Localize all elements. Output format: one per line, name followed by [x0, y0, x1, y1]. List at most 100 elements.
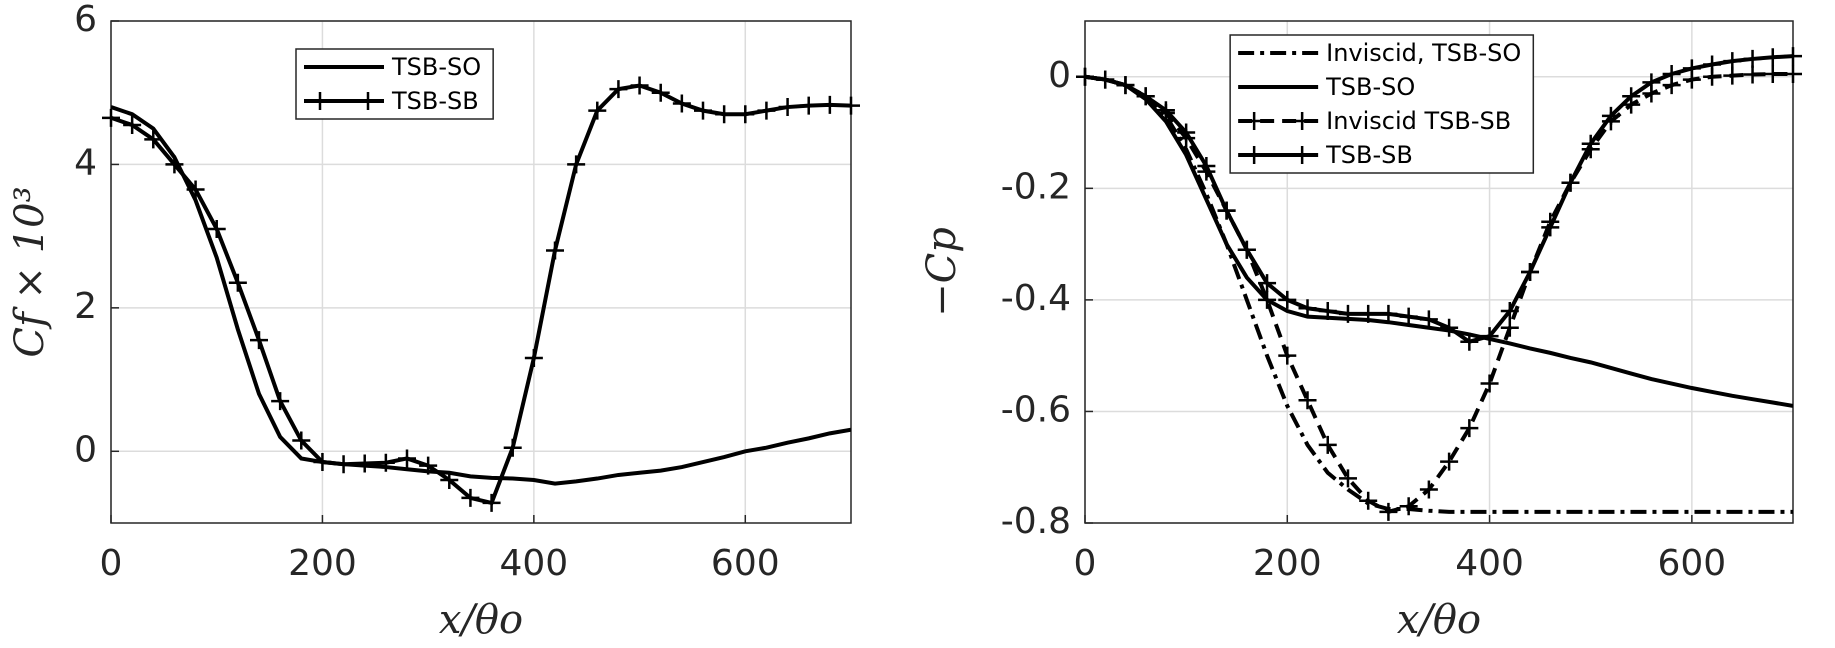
- data-marker: [207, 219, 226, 238]
- data-marker: [546, 241, 564, 260]
- x-tick-label: 0: [100, 543, 123, 584]
- data-marker: [1743, 65, 1762, 84]
- data-marker: [123, 115, 142, 134]
- data-marker: [1480, 327, 1499, 346]
- data-marker: [524, 349, 543, 368]
- data-marker: [1096, 70, 1115, 89]
- y-tick-label: -0.8: [1001, 501, 1071, 542]
- data-marker: [1784, 64, 1802, 83]
- data-marker: [482, 493, 501, 512]
- y-tick-label: -0.6: [1001, 389, 1071, 430]
- data-marker: [1338, 469, 1357, 488]
- x-tick-label: 200: [288, 543, 357, 584]
- data-line: [1085, 74, 1793, 514]
- legend-marker: [1245, 146, 1264, 164]
- x-tick-label: 0: [1074, 543, 1097, 584]
- data-marker: [250, 331, 268, 350]
- data-marker: [1136, 87, 1155, 106]
- data-marker: [842, 96, 860, 115]
- data-marker: [1278, 290, 1297, 309]
- data-marker: [694, 101, 712, 120]
- data-line: [1085, 74, 1793, 408]
- data-marker: [1440, 318, 1459, 337]
- y-tick-label: -0.2: [1001, 166, 1071, 207]
- data-marker: [1500, 318, 1519, 337]
- plot: 0 200 400 600 0 2 4 6 x/θo Cf × 10³ TSB-SO TSB-SB: [7, 0, 860, 643]
- plot-frame: [1084, 20, 1794, 524]
- data-marker: [1642, 73, 1661, 92]
- x-tick-label: 600: [1657, 543, 1726, 584]
- data-marker: [1763, 48, 1782, 67]
- y-tick-label: 6: [74, 0, 97, 40]
- data-marker: [228, 273, 247, 292]
- data-marker: [778, 98, 797, 117]
- plot: 0 200 400 600 -0.8 -0.6 -0.4 -0.2 0 x/θo −Cp Invisc…: [919, 20, 1802, 643]
- data-line: [111, 105, 851, 486]
- data-marker: [1399, 497, 1418, 516]
- data-marker: [588, 101, 607, 120]
- data-marker: [1460, 419, 1479, 438]
- legend-marker: [1293, 146, 1312, 164]
- data-marker: [1359, 491, 1378, 510]
- legend-label: Inviscid, TSB-SO: [1326, 39, 1521, 67]
- data-marker: [1622, 87, 1641, 106]
- data-marker: [271, 392, 290, 411]
- data-marker: [398, 449, 416, 468]
- data-marker: [376, 453, 395, 472]
- x-tick-label: 400: [1455, 543, 1524, 584]
- data-marker: [1258, 290, 1277, 309]
- data-marker: [419, 456, 438, 475]
- data-marker: [1723, 52, 1742, 71]
- data-marker: [1156, 101, 1175, 120]
- x-tick-label: 200: [1253, 543, 1322, 584]
- data-marker: [503, 438, 522, 457]
- data-marker: [1763, 64, 1782, 83]
- x-axis-label: x/θo: [439, 597, 523, 643]
- data-marker: [1298, 391, 1317, 410]
- data-marker: [1419, 310, 1438, 329]
- legend-label: Inviscid TSB-SB: [1326, 107, 1511, 135]
- data-marker: [440, 470, 459, 489]
- legend: TSB-SO TSB-SB: [295, 48, 494, 120]
- data-marker: [1177, 123, 1196, 142]
- data-marker: [292, 431, 311, 450]
- y-tick-label: 0: [74, 429, 97, 470]
- data-marker: [1440, 452, 1459, 471]
- data-marker: [1480, 374, 1499, 393]
- data-marker: [715, 105, 734, 124]
- legend-box: [1229, 34, 1535, 174]
- x-tick-label: 400: [499, 543, 568, 584]
- data-marker: [820, 95, 839, 114]
- data-marker: [651, 83, 670, 102]
- data-marker: [1318, 435, 1337, 454]
- data-marker: [1703, 55, 1722, 74]
- data-marker: [736, 105, 755, 124]
- legend-marker: [359, 92, 377, 110]
- data-marker: [1662, 64, 1681, 83]
- data-marker: [1581, 134, 1600, 153]
- data-marker: [1338, 304, 1357, 323]
- data-marker: [1359, 304, 1378, 323]
- data-marker: [1318, 302, 1337, 321]
- data-marker: [1298, 299, 1317, 318]
- data-marker: [144, 130, 163, 149]
- x-axis-label: x/θo: [1397, 597, 1481, 643]
- data-marker: [1116, 76, 1135, 95]
- legend-marker: [1245, 112, 1264, 130]
- data-marker: [1784, 47, 1802, 66]
- legend-label: TSB-SB: [391, 87, 479, 115]
- data-marker: [1419, 480, 1438, 499]
- data-marker: [1460, 332, 1479, 351]
- data-marker: [1399, 307, 1418, 326]
- x-tick-label: 600: [711, 543, 780, 584]
- legend: Inviscid, TSB-SO TSB-SO Inviscid TSB-SB TSB…: [1229, 34, 1535, 174]
- data-marker: [1682, 59, 1701, 78]
- data-marker: [630, 76, 649, 95]
- data-marker: [165, 155, 184, 174]
- legend-label: TSB-SO: [391, 53, 481, 81]
- legend-box: [295, 48, 494, 120]
- data-marker: [799, 96, 818, 115]
- y-axis-label: Cf × 10³: [7, 186, 53, 357]
- data-marker: [567, 155, 586, 174]
